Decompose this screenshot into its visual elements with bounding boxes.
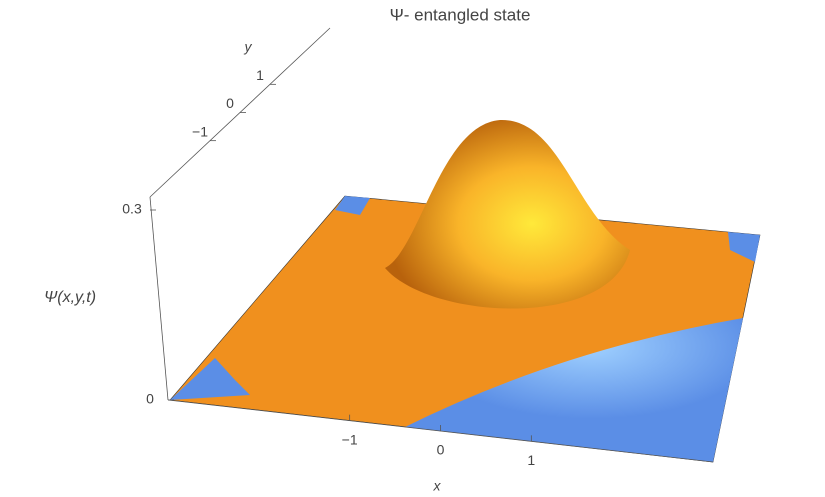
z-axis xyxy=(149,196,169,401)
chart-title: Ψ- entangled state xyxy=(390,5,531,24)
y-tick-label: 1 xyxy=(256,67,264,83)
x-tick-label: 0 xyxy=(437,442,445,458)
z-tick-label: 0 xyxy=(146,391,154,407)
peak xyxy=(385,119,630,309)
floor-region xyxy=(728,232,760,262)
y-tick-label: 0 xyxy=(226,95,234,111)
floor-region xyxy=(335,196,370,215)
z-tick-label: 0.3 xyxy=(122,201,142,217)
x-tick-label: −1 xyxy=(342,431,358,447)
y-tick-label: −1 xyxy=(192,123,208,139)
floor-region xyxy=(405,318,743,462)
y-axis-label: y xyxy=(244,39,253,55)
z-axis-label: Ψ(x,y,t) xyxy=(44,289,96,306)
x-axis-label: x xyxy=(433,478,442,494)
surface xyxy=(169,119,761,463)
x-tick-label: 1 xyxy=(527,452,535,468)
floor-region xyxy=(170,358,250,400)
